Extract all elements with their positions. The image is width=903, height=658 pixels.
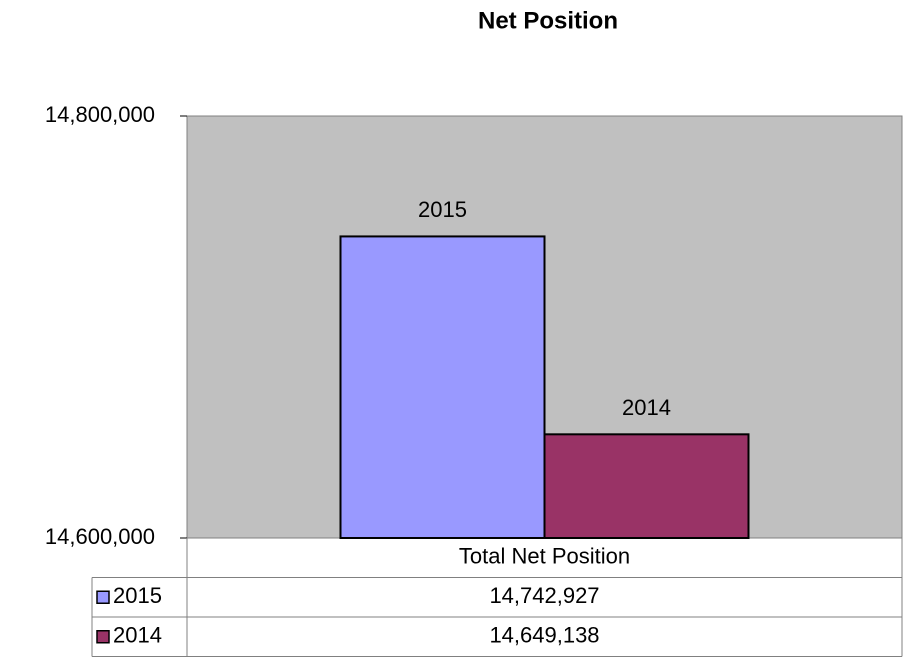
legend-key: [96, 630, 110, 644]
bar-label: 2015: [418, 197, 467, 222]
table-value: 14,742,927: [489, 583, 599, 608]
y-tick-label: 14,600,000: [45, 524, 155, 549]
category-label: Total Net Position: [459, 544, 630, 569]
legend-label: 2015: [113, 583, 162, 608]
legend-key: [96, 590, 110, 604]
y-tick-label: 14,800,000: [45, 102, 155, 127]
legend-label: 2014: [113, 623, 162, 648]
bar: [339, 235, 546, 539]
chart-title: Net Position: [478, 7, 618, 34]
bar: [543, 433, 750, 539]
bar-label: 2014: [622, 395, 671, 420]
table-value: 14,649,138: [489, 623, 599, 648]
